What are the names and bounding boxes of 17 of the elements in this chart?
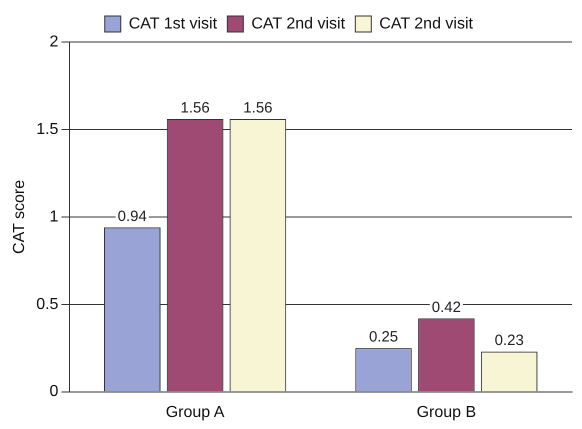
legend-label: CAT 2nd visit: [379, 15, 474, 32]
y-tick-label: 0.5: [36, 296, 59, 313]
data-label: 0.94: [118, 208, 147, 226]
y-tick-label: 1: [50, 208, 59, 226]
y-tick-label: 2: [50, 33, 59, 50]
x-tick-label: Group A: [166, 404, 225, 421]
data-label: 0.23: [494, 332, 524, 350]
legend-label: CAT 1st visit: [128, 15, 218, 32]
legend-label: CAT 2nd visit: [251, 15, 346, 32]
y-tick-label: 0: [50, 383, 59, 400]
data-label: 0.42: [432, 298, 461, 316]
x-tick-label: Group B: [416, 404, 476, 421]
y-tick-label: 1.5: [36, 120, 59, 138]
data-label: 0.25: [368, 328, 398, 346]
data-label: 1.56: [180, 100, 210, 117]
data-label: 1.56: [243, 100, 273, 117]
y-axis-title: CAT score: [11, 180, 28, 254]
